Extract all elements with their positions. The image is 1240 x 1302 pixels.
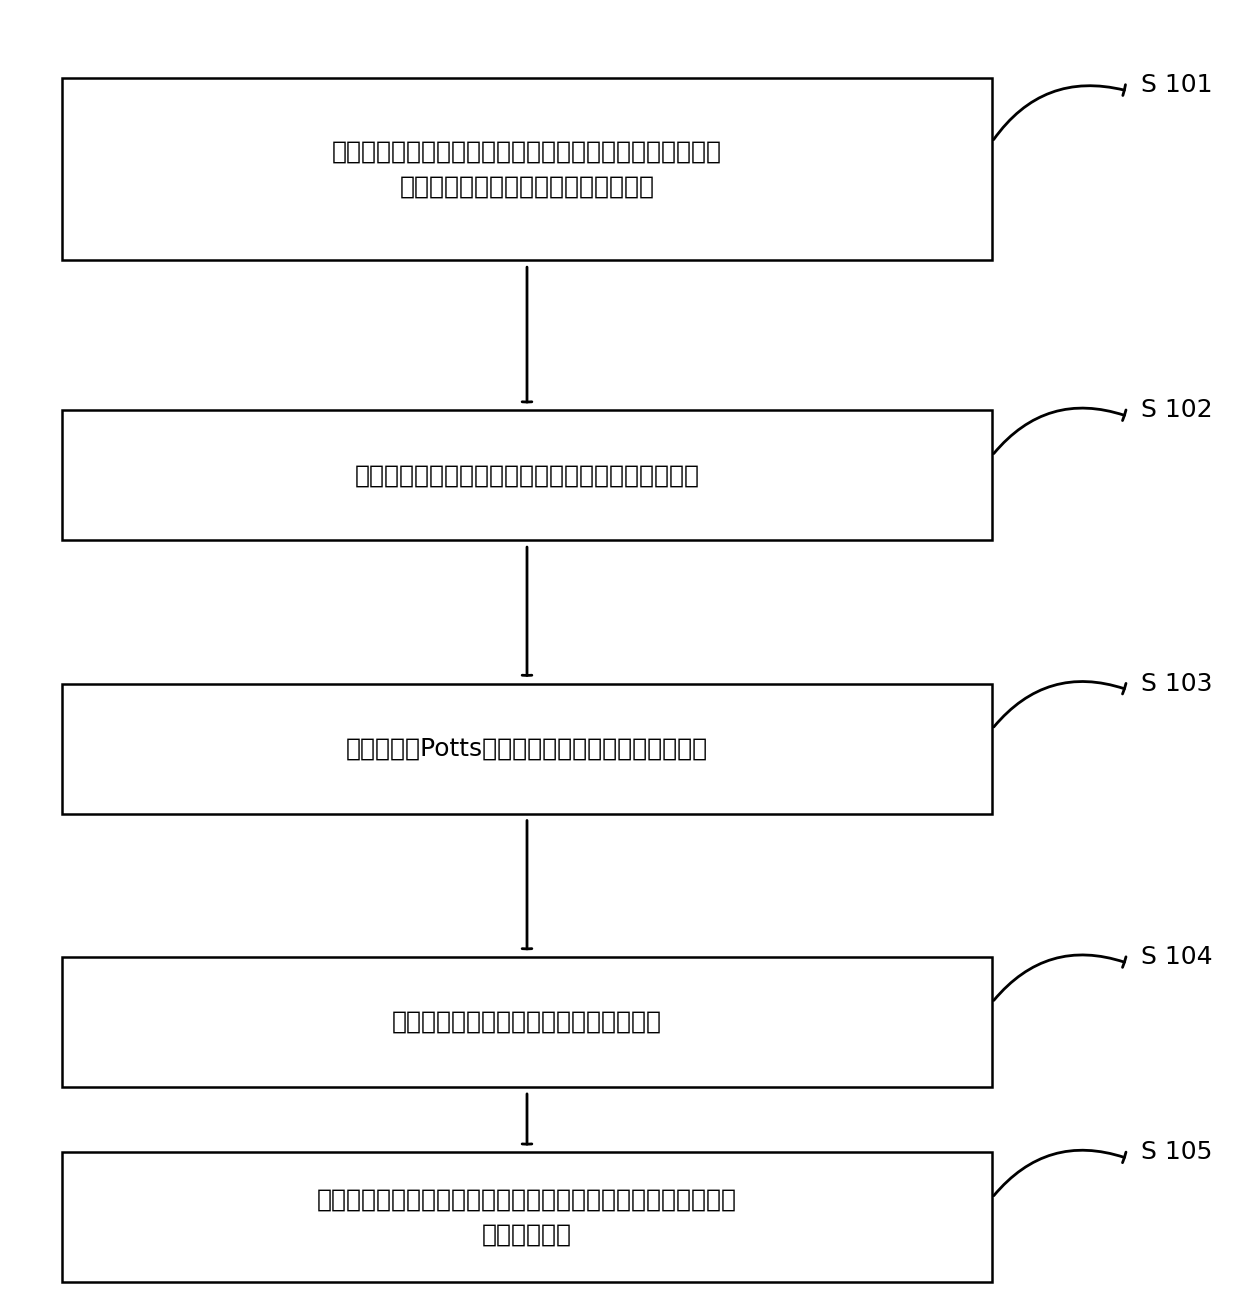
Bar <box>62 957 992 1087</box>
Bar <box>62 684 992 814</box>
Text: S 105: S 105 <box>1141 1141 1213 1164</box>
Text: S 104: S 104 <box>1141 945 1213 969</box>
Bar <box>62 1152 992 1282</box>
Text: S 101: S 101 <box>1141 73 1213 96</box>
Text: 通过训练得到的条件随机场模型对测试样本进行推断，获得其分
类标注结果。: 通过训练得到的条件随机场模型对测试样本进行推断，获得其分 类标注结果。 <box>317 1187 737 1247</box>
Text: 通过遗传算法对条件随机场模型进行训练: 通过遗传算法对条件随机场模型进行训练 <box>392 1010 662 1034</box>
Text: 通过改进的Potts模型构造条件随机场的交互势函数: 通过改进的Potts模型构造条件随机场的交互势函数 <box>346 737 708 760</box>
Text: 通过人工样本采集获得少量已标注训练样本（含类别标注真
值）、大量未标注训练样本和测试样本: 通过人工样本采集获得少量已标注训练样本（含类别标注真 值）、大量未标注训练样本和… <box>332 139 722 199</box>
Text: 通过直推式支持向量机构造条件随机场的关联势函数: 通过直推式支持向量机构造条件随机场的关联势函数 <box>355 464 699 487</box>
Text: S 102: S 102 <box>1141 398 1213 422</box>
Bar <box>62 78 992 260</box>
Text: S 103: S 103 <box>1141 672 1213 695</box>
Bar <box>62 410 992 540</box>
